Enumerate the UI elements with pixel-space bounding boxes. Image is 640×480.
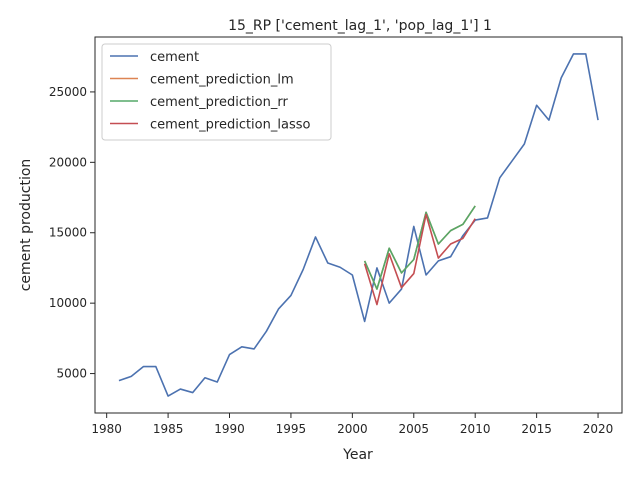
chart-title: 15_RP ['cement_lag_1', 'pop_lag_1'] 1 <box>228 18 492 34</box>
x-tick-label: 1985 <box>153 422 184 436</box>
legend-label: cement <box>150 50 199 65</box>
y-tick-label: 5000 <box>56 367 87 381</box>
legend-label: cement_prediction_rr <box>150 95 288 110</box>
y-tick-label: 10000 <box>49 296 87 310</box>
legend-label: cement_prediction_lm <box>150 73 294 88</box>
legend-label: cement_prediction_lasso <box>150 118 310 133</box>
x-tick-label: 2000 <box>337 422 368 436</box>
plot-frame <box>94 36 623 414</box>
x-axis: 1980 1985 1990 1995 2000 2005 2010 2015 2020 <box>91 413 613 436</box>
x-tick-label: 2020 <box>583 422 614 436</box>
x-tick-label: 1990 <box>214 422 245 436</box>
x-tick-label: 2015 <box>521 422 552 436</box>
y-tick-label: 25000 <box>49 85 87 99</box>
x-tick-label: 1995 <box>276 422 307 436</box>
x-tick-label: 2005 <box>399 422 430 436</box>
x-tick-label: 1980 <box>91 422 122 436</box>
y-tick-label: 20000 <box>49 155 87 169</box>
x-tick-label: 2010 <box>460 422 491 436</box>
series-line-cement-prediction-rr <box>363 205 476 290</box>
y-axis: 5000 10000 15000 20000 25000 <box>49 85 95 381</box>
series-line-cement-prediction-lasso <box>363 213 476 306</box>
legend: cement cement_prediction_lm cement_predict… <box>101 43 332 141</box>
plot-area <box>118 53 599 397</box>
y-axis-label: cement production <box>18 159 34 292</box>
legend-box <box>101 43 332 141</box>
y-tick-label: 15000 <box>49 226 87 240</box>
x-axis-label: Year <box>342 447 373 463</box>
series-line-cement <box>118 53 599 397</box>
